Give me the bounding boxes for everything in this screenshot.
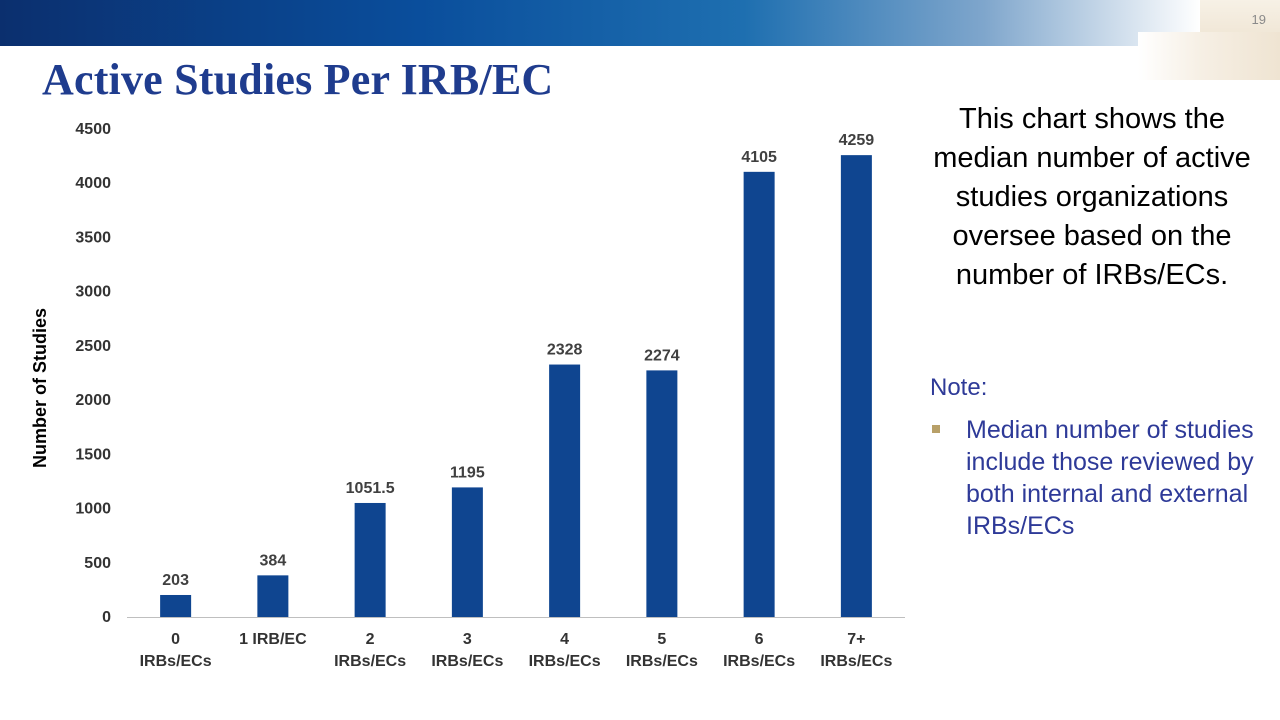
y-axis-title: Number of Studies (30, 308, 50, 468)
data-label: 2274 (644, 347, 680, 364)
y-tick-label: 1500 (75, 446, 111, 463)
y-tick-label: 500 (84, 555, 111, 572)
y-tick-label: 4500 (75, 121, 111, 138)
x-tick-label: IRBs/ECs (723, 653, 795, 670)
corner-decoration-lower (1138, 32, 1280, 80)
y-tick-label: 4000 (75, 175, 111, 192)
data-label: 4259 (839, 132, 875, 149)
x-tick-label: 1 IRB/EC (239, 631, 307, 648)
y-tick-label: 2000 (75, 392, 111, 409)
x-tick-label: IRBs/ECs (334, 653, 406, 670)
x-tick-label: 4 (560, 631, 569, 648)
x-tick-label: 0 (171, 631, 180, 648)
y-tick-label: 1000 (75, 501, 111, 518)
x-tick-label: 7+ (847, 631, 865, 648)
chart-description: This chart shows the median number of ac… (933, 103, 1251, 291)
note-text: Median number of studies include those r… (966, 416, 1254, 540)
x-tick-label: IRBs/ECs (626, 653, 698, 670)
bar (743, 171, 775, 617)
slide-title: Active Studies Per IRB/EC (42, 55, 554, 104)
data-label: 384 (260, 552, 287, 569)
x-tick-label: 5 (657, 631, 666, 648)
data-label: 4105 (741, 149, 777, 166)
y-tick-label: 3500 (75, 229, 111, 246)
x-tick-label: 3 (463, 631, 472, 648)
bar (160, 594, 192, 617)
x-tick-label: 6 (755, 631, 764, 648)
data-label: 1195 (450, 464, 485, 481)
data-label: 2328 (547, 342, 583, 359)
note-bullet-icon (932, 425, 940, 433)
y-tick-label: 3000 (75, 284, 111, 301)
bar (646, 370, 678, 617)
x-tick-label: IRBs/ECs (820, 653, 892, 670)
data-label: 203 (162, 572, 189, 589)
y-tick-label: 0 (102, 609, 111, 626)
bar (257, 575, 289, 617)
bar (840, 155, 872, 617)
y-tick-label: 2500 (75, 338, 111, 355)
bar (451, 487, 483, 617)
bar (549, 364, 581, 617)
x-tick-label: 2 (366, 631, 375, 648)
bar (354, 502, 386, 617)
x-tick-label: IRBs/ECs (529, 653, 601, 670)
x-tick-label: IRBs/ECs (431, 653, 503, 670)
x-tick-label: IRBs/ECs (140, 653, 212, 670)
data-label: 1051.5 (346, 480, 395, 497)
note-heading: Note: (930, 374, 988, 401)
slide-number: 19 (1251, 12, 1266, 27)
header-band (0, 0, 1200, 46)
